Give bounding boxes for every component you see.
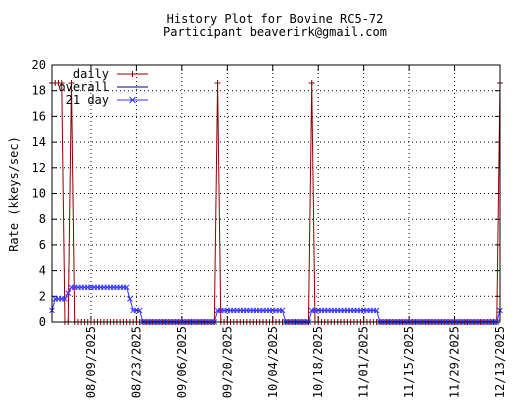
chart-title: History Plot for Bovine RC5-72	[167, 12, 384, 26]
series-21day-point	[373, 307, 380, 314]
y-axis-label: Rate (kkeys/sec)	[7, 136, 21, 252]
x-tick-label: 10/18/2025	[311, 326, 325, 398]
x-tick-labels: 08/09/2025 08/23/2025 09/06/2025 09/20/2025…	[84, 326, 507, 398]
x-tick-label: 09/20/2025	[220, 326, 234, 398]
daily-point	[214, 79, 221, 86]
daily-point	[58, 79, 65, 86]
series-21day-line	[51, 286, 501, 323]
y-tick-label: 6	[39, 238, 46, 252]
x-tick-label: 11/29/2025	[448, 326, 462, 398]
y-tick-labels: 0 2 4 6 8 10 12 14 16 18 20	[32, 58, 46, 329]
legend-label: overall	[58, 80, 109, 94]
y-tick-label: 12	[32, 161, 46, 175]
daily-point	[308, 79, 315, 86]
chart-subtitle: Participant beaverirk@gmail.com	[163, 25, 387, 39]
y-tick-label: 14	[32, 135, 46, 149]
series-21day-point	[127, 296, 133, 302]
x-tick-label: 11/15/2025	[402, 326, 416, 398]
x-tick-label: 10/04/2025	[266, 326, 280, 398]
y-tick-label: 18	[32, 84, 46, 98]
x-tick-label: 09/06/2025	[175, 326, 189, 398]
series-21day-point	[136, 307, 143, 314]
series-21day	[49, 284, 503, 325]
series-21day-point	[62, 296, 68, 302]
daily-point	[129, 71, 136, 77]
grid-lines	[52, 65, 500, 322]
daily-point	[68, 79, 75, 86]
x-tick-label: 08/09/2025	[84, 326, 98, 398]
x-tick-label: 12/13/2025	[493, 326, 507, 398]
y-tick-label: 8	[39, 212, 46, 226]
series-21day-point	[279, 307, 286, 314]
x-tick-label: 08/23/2025	[129, 326, 143, 398]
series-21day-point	[123, 284, 130, 291]
legend-marker	[129, 96, 136, 104]
legend-label: 21 day	[66, 93, 109, 107]
series-21day-point	[65, 290, 72, 296]
y-tick-label: 4	[39, 264, 46, 278]
y-tick-label: 10	[32, 187, 46, 201]
y-tick-label: 20	[32, 58, 46, 72]
y-tick-label: 0	[39, 315, 46, 329]
y-tick-label: 2	[39, 289, 46, 303]
plot-frame	[51, 64, 501, 323]
y-tick-label: 16	[32, 109, 46, 123]
x-tick-label: 11/01/2025	[357, 326, 371, 398]
legend-label: daily	[73, 67, 109, 81]
